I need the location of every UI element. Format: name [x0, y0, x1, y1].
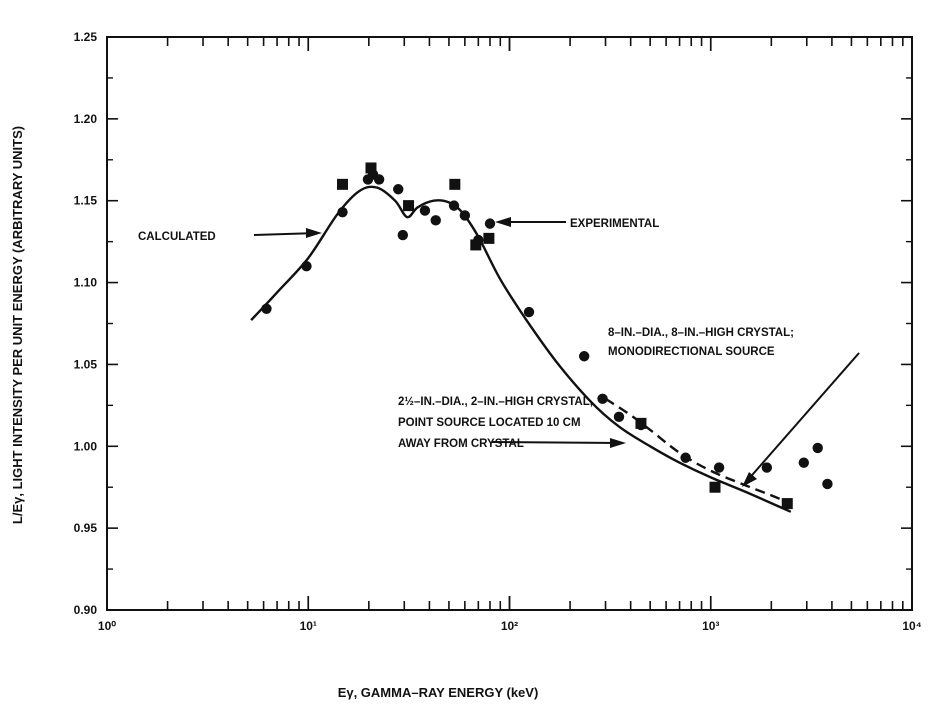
y-tick-label: 1.05 — [74, 357, 98, 371]
data-point-square — [449, 178, 461, 190]
data-point-square — [337, 178, 349, 190]
annotation-8in-crystal-line1: 8–IN.–DIA., 8–IN.–HIGH CRYSTAL; — [608, 327, 794, 339]
data-point-square — [635, 417, 647, 429]
annotation-2in-crystal-line3: AWAY FROM CRYSTAL — [398, 438, 524, 450]
calculated-curve — [250, 185, 792, 513]
data-point-circle — [798, 457, 810, 468]
data-point-circle — [680, 452, 691, 463]
data-point-circle — [419, 205, 431, 216]
x-tick-label: 10³ — [702, 619, 719, 633]
data-point-square — [709, 481, 721, 493]
data-point-circle — [373, 174, 385, 185]
arrow-experimental — [495, 217, 566, 227]
annotation-2in-crystal-line2: POINT SOURCE LOCATED 10 CM — [398, 417, 581, 429]
data-point-circle — [261, 303, 272, 314]
x-tick-label: 10⁴ — [902, 619, 921, 633]
x-tick-label: 10⁰ — [98, 619, 116, 633]
data-point-circle — [713, 462, 725, 473]
y-tick-label: 0.95 — [74, 521, 98, 535]
data-point-circle — [459, 210, 471, 221]
data-point-circle — [337, 206, 348, 218]
data-point-circle — [812, 442, 823, 454]
data-point-circle — [761, 462, 773, 473]
y-tick-label: 1.10 — [74, 276, 98, 290]
data-point-circle — [397, 229, 409, 241]
y-tick-label: 0.90 — [74, 603, 98, 617]
data-point-square — [365, 162, 377, 174]
data-point-circle — [578, 351, 590, 362]
plot-frame — [106, 36, 913, 611]
arrow-8in-crystal — [742, 352, 860, 487]
y-tick-label: 1.20 — [74, 112, 98, 126]
data-point-circle — [822, 478, 833, 490]
arrow-calculated — [253, 228, 322, 238]
data-point-circle — [301, 261, 312, 272]
data-point-square — [470, 239, 482, 251]
data-point-square — [403, 200, 415, 212]
arrow-2in-crystal — [491, 438, 626, 448]
annotation-2in-crystal-line1: 2½–IN.–DIA., 2–IN.–HIGH CRYSTAL, — [398, 396, 593, 408]
data-point-circle — [597, 393, 608, 405]
data-point-circle — [393, 184, 404, 195]
x-tick-label: 10¹ — [300, 619, 317, 633]
y-tick-label: 1.15 — [74, 194, 98, 208]
data-point-square — [483, 232, 495, 244]
dashed-curve — [604, 397, 792, 505]
data-point-square — [781, 498, 793, 510]
data-point-circle — [523, 306, 535, 318]
y-axis-title: L/Eγ, LIGHT INTENSITY PER UNIT ENERGY (A… — [10, 126, 25, 524]
annotation-calculated: CALCULATED — [138, 231, 216, 243]
data-point-circle — [613, 411, 625, 423]
data-point-circle — [448, 200, 460, 211]
x-axis-title: Eγ, GAMMA–RAY ENERGY (keV) — [338, 685, 539, 700]
annotation-experimental: EXPERIMENTAL — [570, 218, 659, 230]
y-tick-label: 1.00 — [74, 439, 98, 453]
data-point-circle — [430, 215, 441, 226]
annotation-8in-crystal-line2: MONODIRECTIONAL SOURCE — [608, 346, 775, 358]
y-tick-label: 1.25 — [74, 30, 98, 44]
x-tick-label: 10² — [501, 619, 518, 633]
data-point-circle — [484, 218, 496, 229]
